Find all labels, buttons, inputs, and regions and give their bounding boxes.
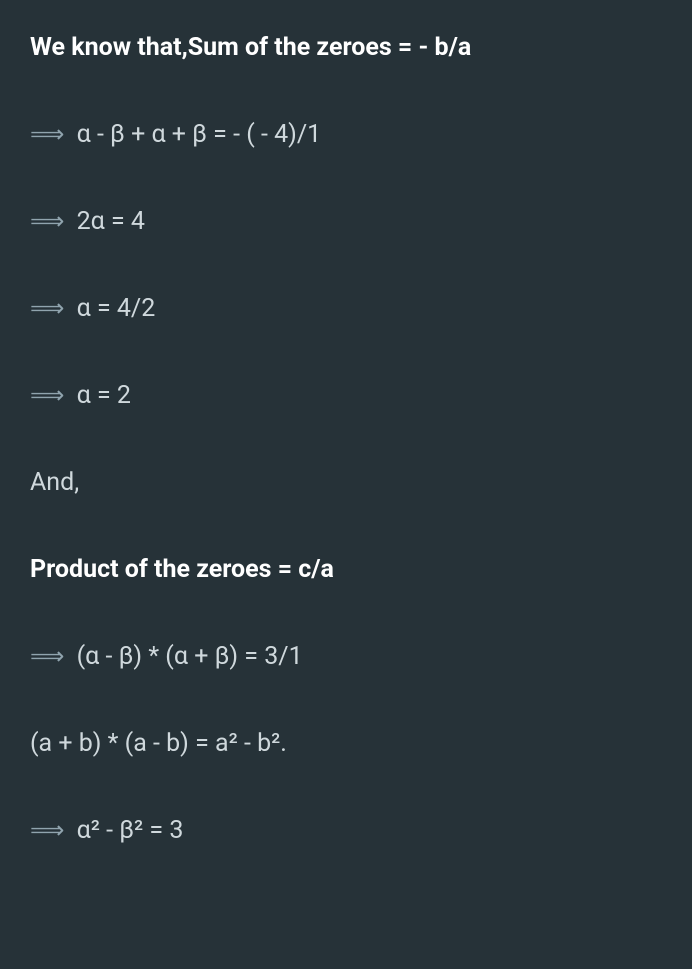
step-line: ⟹ α - β + α + β = - ( - 4)/1	[30, 117, 662, 152]
text: α² - β² = 3	[77, 816, 184, 845]
text: α - β + α + β = - ( - 4)/1	[77, 120, 322, 149]
step-line: ⟹ (α - β) * (α + β) = 3/1	[30, 639, 662, 674]
text: (α - β) * (α + β) = 3/1	[77, 642, 303, 671]
implies-icon: ⟹	[30, 379, 64, 413]
step-line: ⟹ α = 2	[30, 378, 662, 413]
text: Product of the zeroes = c/a	[30, 555, 334, 584]
implies-icon: ⟹	[30, 814, 64, 848]
implies-icon: ⟹	[30, 205, 64, 239]
heading-sum-of-zeroes: We know that,Sum of the zeroes = - b/a	[30, 30, 662, 65]
implies-icon: ⟹	[30, 118, 64, 152]
text: 2α = 4	[77, 207, 145, 236]
text: α = 2	[77, 381, 131, 410]
step-line: ⟹ α² - β² = 3	[30, 813, 662, 848]
math-content: We know that,Sum of the zeroes = - b/a ⟹…	[30, 30, 662, 848]
step-line: ⟹ 2α = 4	[30, 204, 662, 239]
implies-icon: ⟹	[30, 640, 64, 674]
text: And,	[30, 468, 79, 497]
identity-line: (a + b) * (a - b) = a² - b².	[30, 726, 662, 761]
step-line: ⟹ α = 4/2	[30, 291, 662, 326]
implies-icon: ⟹	[30, 292, 64, 326]
heading-product-of-zeroes: Product of the zeroes = c/a	[30, 552, 662, 587]
text: We know that,Sum of the zeroes = - b/a	[30, 33, 471, 62]
connector-text: And,	[30, 465, 662, 500]
text: (a + b) * (a - b) = a² - b².	[30, 729, 287, 758]
text: α = 4/2	[77, 294, 156, 323]
